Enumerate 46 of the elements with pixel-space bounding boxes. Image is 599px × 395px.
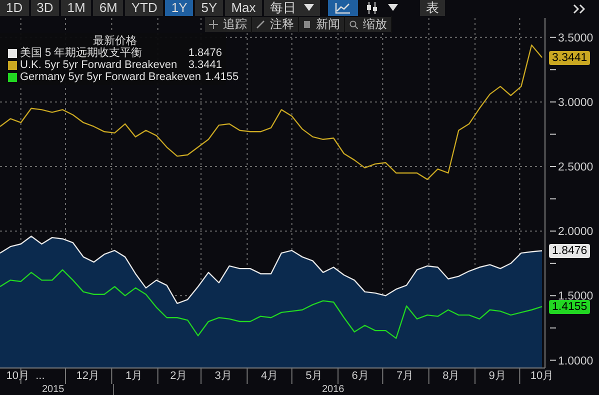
x-tick-label: 5月 [306, 370, 323, 382]
text: 2015 [42, 384, 64, 395]
text: 1D [0, 0, 29, 16]
y-tick-label: 3.0000 [558, 96, 594, 109]
legend-label: 美国 5 年期远期收支平衡 [20, 47, 144, 59]
text: 2016 [322, 384, 344, 395]
text: 1M [61, 0, 92, 16]
y-tick-label: 2.5000 [558, 162, 594, 174]
annotation: 追踪 [223, 16, 247, 33]
x-tick-label: 4月 [260, 370, 278, 382]
y-tick-label: 3.5000 [558, 32, 594, 44]
x-tick-label: 12月 [76, 370, 100, 382]
annotation: 新闻 [316, 16, 340, 33]
line-series [0, 44, 543, 180]
x-tick-label: 1月 [125, 370, 143, 382]
data-label: 1.8476 [549, 244, 590, 258]
annotation: 注释 [270, 16, 294, 33]
text: 1Y [165, 0, 194, 16]
legend-title: 最新价格 [92, 35, 138, 47]
x-tick-label: 9月 [488, 370, 506, 382]
x-tick-label: 2月 [170, 370, 188, 382]
data-label: 1.4155 [549, 300, 590, 314]
text: 3D [30, 0, 60, 16]
x-tick-label: 7月 [396, 370, 414, 382]
data-label: 3.3441 [549, 50, 590, 64]
annotation: 缩放 [363, 16, 387, 33]
text: YTD [125, 0, 164, 16]
x-tick-label: 3月 [214, 370, 232, 382]
x-tick-label: 10月 [530, 370, 554, 382]
text: 每日 [264, 0, 320, 16]
legend-label: U.K. 5yr 5yr Forward Breakeven [20, 59, 178, 71]
x-tick-label: ... [36, 370, 45, 382]
x-tick-label: 8月 [442, 370, 460, 382]
text: 1.4155 [204, 71, 239, 83]
text: 6M [93, 0, 124, 16]
text: 表 [420, 0, 445, 16]
legend-label: Germany 5yr 5yr Forward Breakeven [20, 71, 201, 83]
text: 5Y [195, 0, 224, 16]
x-tick-label: 10月 [6, 370, 30, 382]
text: 3.3441 [188, 59, 222, 71]
text: Max [225, 0, 262, 16]
x-tick-label: 6月 [352, 370, 369, 382]
y-tick-label: 1.0000 [558, 355, 594, 368]
text: 1.8476 [188, 47, 222, 59]
y-tick-label: 2.0000 [558, 226, 594, 238]
line-series [0, 269, 543, 339]
